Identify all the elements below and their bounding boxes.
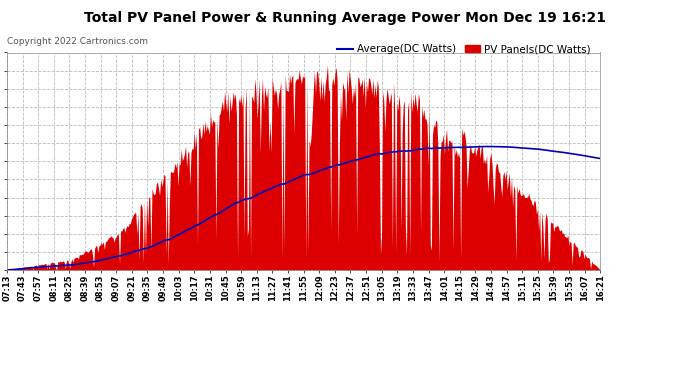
Legend: Average(DC Watts), PV Panels(DC Watts): Average(DC Watts), PV Panels(DC Watts) [333,40,595,58]
Text: Total PV Panel Power & Running Average Power Mon Dec 19 16:21: Total PV Panel Power & Running Average P… [84,11,606,25]
Text: Copyright 2022 Cartronics.com: Copyright 2022 Cartronics.com [7,38,148,46]
